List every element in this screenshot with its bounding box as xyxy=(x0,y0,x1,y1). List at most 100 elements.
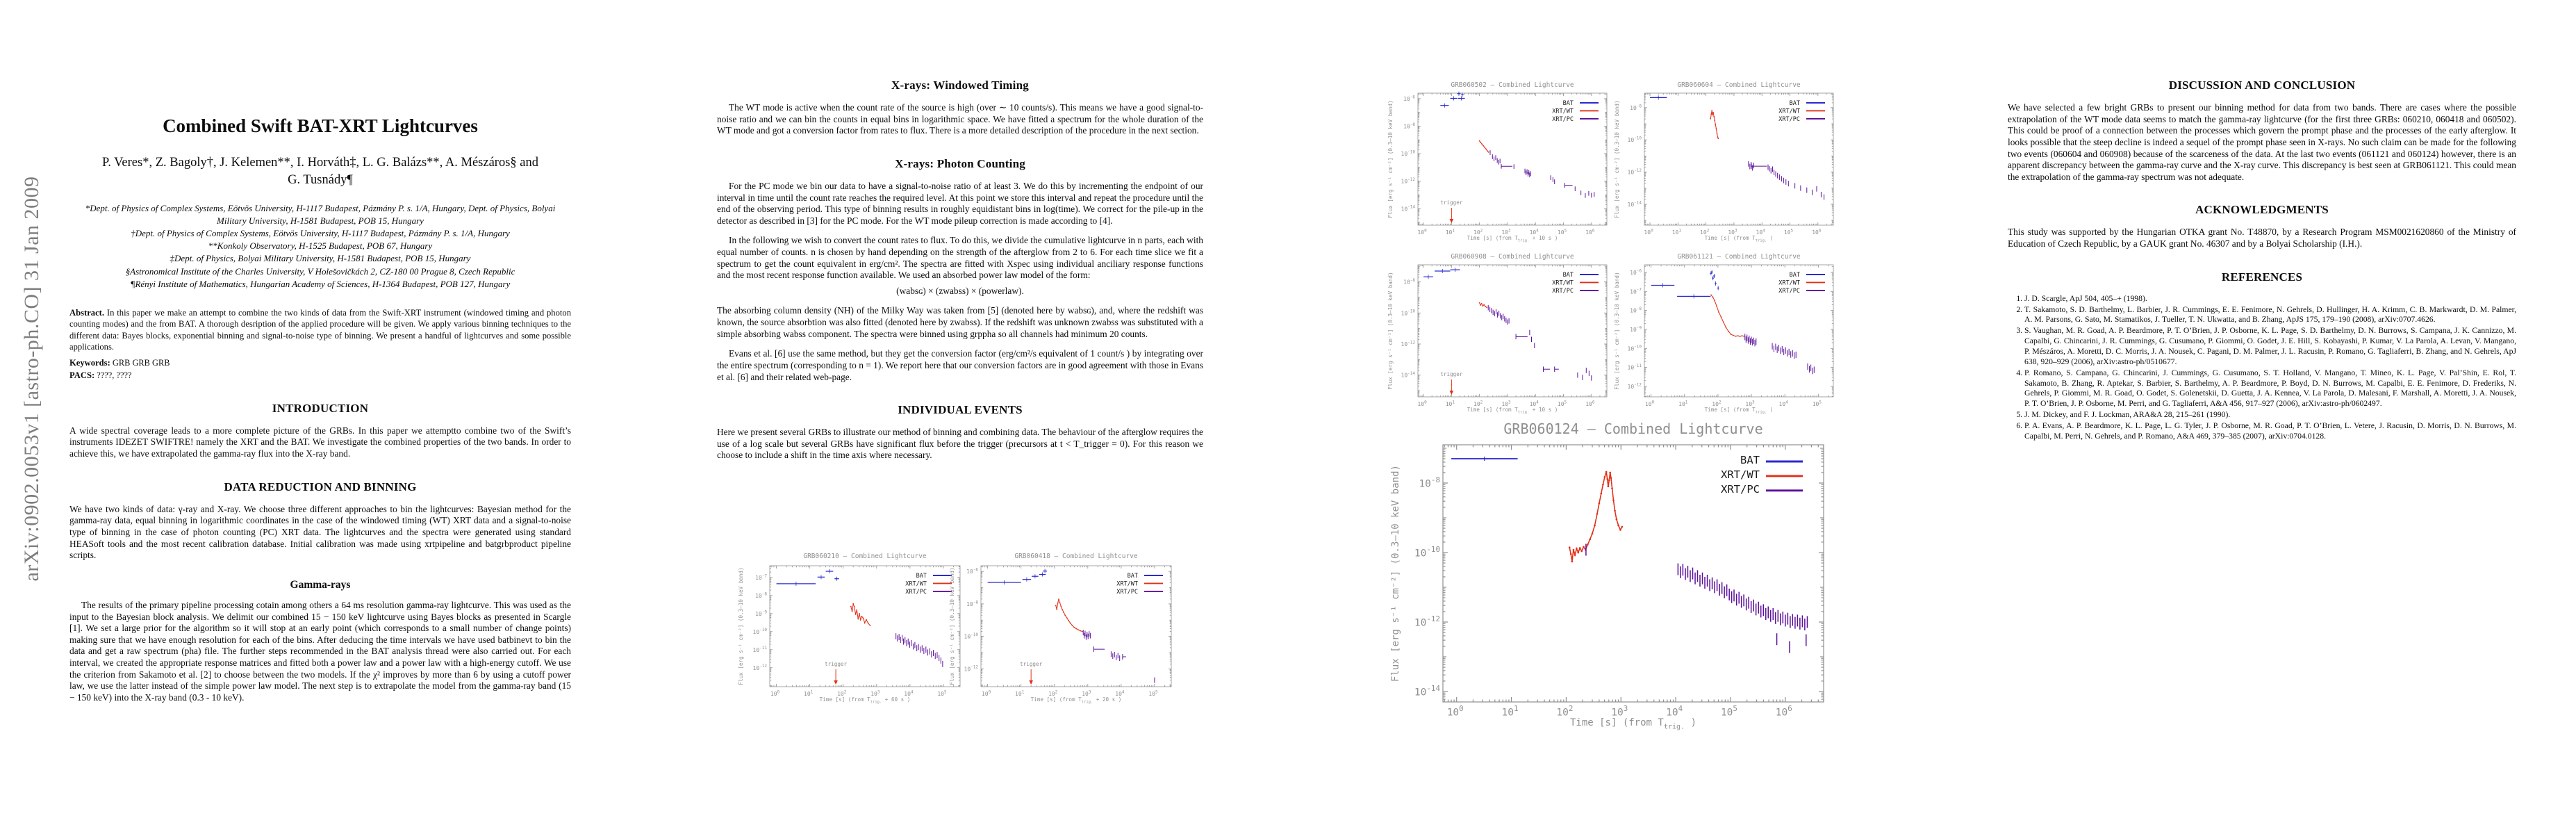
heading-acknowledgments: ACKNOWLEDGMENTS xyxy=(2195,203,2329,217)
svg-text:10-14: 10-14 xyxy=(1414,684,1441,698)
svg-text:104: 104 xyxy=(1666,704,1683,719)
reference-item: P. A. Evans, A. P. Beardmore, K. L. Page… xyxy=(2024,421,2516,442)
abstract: Abstract. In this paper we make an attem… xyxy=(69,307,571,352)
svg-text:XRT/WT: XRT/WT xyxy=(905,580,927,587)
svg-text:Flux [erg s⁻¹ cm⁻²] (0.3–10 ke: Flux [erg s⁻¹ cm⁻²] (0.3–10 keV band) xyxy=(1390,465,1401,682)
svg-text:Flux [erg s⁻¹ cm⁻²] (0.3–10 ke: Flux [erg s⁻¹ cm⁻²] (0.3–10 keV band) xyxy=(1614,272,1620,389)
svg-text:Time [s] (from Ttrig. + 60 s: Time [s] (from Ttrig. + 60 s ) xyxy=(820,696,911,704)
keywords-value: GRB GRB GRB xyxy=(112,358,170,368)
svg-text:10-12: 10-12 xyxy=(1628,382,1642,390)
paragraph-acknowledgments: This study was supported by the Hungaria… xyxy=(2008,227,2516,250)
svg-text:GRB060908 – Combined Lightcurv: GRB060908 – Combined Lightcurve xyxy=(1451,253,1574,261)
svg-text:103: 103 xyxy=(1745,400,1755,407)
svg-text:10-10: 10-10 xyxy=(1628,136,1642,144)
svg-text:102: 102 xyxy=(1048,689,1058,697)
svg-text:GRB060210 – Combined Lightcurv: GRB060210 – Combined Lightcurve xyxy=(803,553,927,560)
svg-text:10-11: 10-11 xyxy=(1628,363,1642,371)
svg-text:trigger: trigger xyxy=(1020,661,1042,667)
column-title-intro: Combined Swift BAT-XRT Lightcurves P. Ve… xyxy=(69,115,571,712)
affiliation: ¶Rényi Institute of Mathematics, Hungari… xyxy=(130,278,511,289)
svg-text:XRT/WT: XRT/WT xyxy=(1778,108,1800,115)
svg-text:103: 103 xyxy=(1611,704,1628,719)
svg-text:104: 104 xyxy=(1115,689,1125,697)
svg-text:10-10: 10-10 xyxy=(753,628,768,635)
svg-text:101: 101 xyxy=(1502,704,1519,719)
svg-text:10-12: 10-12 xyxy=(753,664,768,671)
svg-text:10-12: 10-12 xyxy=(1414,614,1440,629)
abstract-text: In this paper we make an attempt to comb… xyxy=(69,307,571,352)
svg-text:10-6: 10-6 xyxy=(966,568,978,575)
svg-text:10-10: 10-10 xyxy=(1414,545,1440,559)
keywords-label: Keywords: xyxy=(69,358,110,368)
reference-item: J. M. Dickey, and F. J. Lockman, ARA&A 2… xyxy=(2024,410,2516,420)
column-xray-methods: X-rays: Windowed Timing The WT mode is a… xyxy=(717,78,1203,470)
paragraph-conversion-2: The absorbing column density (NH) of the… xyxy=(717,305,1203,339)
svg-text:Flux [erg s⁻¹ cm⁻²] (0.3–10 ke: Flux [erg s⁻¹ cm⁻²] (0.3–10 keV band) xyxy=(1387,100,1394,218)
svg-text:10-10: 10-10 xyxy=(1401,150,1416,158)
chart-grb060502: 100 101 102 103 104 105 106 10-14 10-12 10-10 10-8… xyxy=(1386,70,1626,248)
svg-text:100: 100 xyxy=(1447,704,1464,719)
reference-item: P. Romano, S. Campana, G. Chincarini, J.… xyxy=(2024,368,2516,409)
svg-text:GRB060418 – Combined Lightcurv: GRB060418 – Combined Lightcurve xyxy=(1014,553,1138,560)
svg-text:106: 106 xyxy=(1585,400,1595,407)
svg-text:BAT: BAT xyxy=(1790,100,1800,107)
svg-text:100: 100 xyxy=(1645,400,1655,407)
affiliation: §Astronomical Institute of the Charles U… xyxy=(125,265,515,277)
svg-text:10-10: 10-10 xyxy=(1628,345,1642,352)
svg-text:10-14: 10-14 xyxy=(1628,200,1642,208)
svg-text:101: 101 xyxy=(1672,228,1682,236)
paper-title: Combined Swift BAT-XRT Lightcurves xyxy=(163,115,478,136)
svg-text:103: 103 xyxy=(1082,689,1091,697)
svg-text:100: 100 xyxy=(770,689,780,697)
svg-text:104: 104 xyxy=(1779,400,1789,407)
svg-text:103: 103 xyxy=(1501,400,1511,407)
svg-text:10-12: 10-12 xyxy=(1628,168,1642,176)
svg-text:100: 100 xyxy=(1417,228,1427,236)
pacs-line: PACS: ????, ???? xyxy=(69,370,571,382)
heading-xrays-wt: X-rays: Windowed Timing xyxy=(891,79,1029,92)
svg-text:10-9: 10-9 xyxy=(755,610,767,617)
svg-text:102: 102 xyxy=(1473,400,1483,407)
reference-item: S. Vaughan, M. R. Goad, A. P. Beardmore,… xyxy=(2024,326,2516,367)
affiliation: ‡Dept. of Physics, Bolyai Military Unive… xyxy=(170,253,471,264)
svg-text:106: 106 xyxy=(1776,704,1792,719)
svg-text:105: 105 xyxy=(1813,400,1822,407)
paragraph-gamma-rays: The results of the primary pipeline proc… xyxy=(69,600,571,703)
svg-text:XRT/PC: XRT/PC xyxy=(1552,116,1574,123)
svg-text:Flux [erg s⁻¹ cm⁻²] (0.3–10 ke: Flux [erg s⁻¹ cm⁻²] (0.3–10 keV band) xyxy=(738,567,744,685)
svg-text:104: 104 xyxy=(1530,228,1539,236)
svg-text:XRT/WT: XRT/WT xyxy=(1778,279,1800,286)
heading-discussion: DISCUSSION AND CONCLUSION xyxy=(2168,79,2356,92)
svg-text:10-8: 10-8 xyxy=(1630,306,1642,314)
svg-text:Flux [erg s⁻¹ cm⁻²] (0.3–10 ke: Flux [erg s⁻¹ cm⁻²] (0.3–10 keV band) xyxy=(1387,272,1394,389)
svg-text:Time [s] (from Ttrig. ): Time [s] (from Ttrig. ) xyxy=(1705,407,1774,414)
arxiv-watermark: arXiv:0902.0053v1 [astro-ph.CO] 31 Jan 2… xyxy=(20,176,43,582)
paragraph-discussion: We have selected a few bright GRBs to pr… xyxy=(2008,102,2516,182)
chart-grb060210: 100 101 102 103 104 105 10-12 10-11 10-10 10-9 10-… xyxy=(736,549,968,728)
svg-text:101: 101 xyxy=(1446,400,1455,407)
svg-text:XRT/WT: XRT/WT xyxy=(1552,108,1574,115)
svg-text:10-11: 10-11 xyxy=(753,646,768,653)
svg-text:10-14: 10-14 xyxy=(1401,205,1416,213)
absorbed-powerlaw-formula: (wabsɢ) × (zwabsѕ) × (powerlaw). xyxy=(896,285,1024,296)
paragraph-introduction: A wide spectral coverage leads to a more… xyxy=(69,425,571,459)
svg-text:BAT: BAT xyxy=(916,573,927,580)
reference-list: J. D. Scargle, ApJ 504, 405–+ (1998). T.… xyxy=(2008,294,2516,442)
svg-text:103: 103 xyxy=(870,689,880,697)
svg-text:Flux [erg s⁻¹ cm⁻²] (0.3–10 ke: Flux [erg s⁻¹ cm⁻²] (0.3–10 keV band) xyxy=(949,567,955,685)
paragraph-conversion-1: In the following we wish to convert the … xyxy=(717,235,1203,281)
svg-text:101: 101 xyxy=(1678,400,1688,407)
svg-text:104: 104 xyxy=(904,689,914,697)
paragraph-xrays-wt: The WT mode is active when the count rat… xyxy=(717,102,1203,136)
svg-text:XRT/PC: XRT/PC xyxy=(1116,589,1138,596)
reference-item: J. D. Scargle, ApJ 504, 405–+ (1998). xyxy=(2024,294,2516,304)
svg-text:10-8: 10-8 xyxy=(966,600,978,607)
heading-individual-events: INDIVIDUAL EVENTS xyxy=(898,403,1023,417)
svg-text:Time [s] (from Ttrig. ): Time [s] (from Ttrig. ) xyxy=(1570,717,1696,730)
svg-text:10-8: 10-8 xyxy=(1630,104,1642,111)
chart-grb060908: 100 101 102 103 104 105 106 10-14 10-12 10-10 10-8… xyxy=(1386,241,1626,420)
svg-text:10-12: 10-12 xyxy=(1401,177,1416,185)
svg-text:trigger: trigger xyxy=(1440,371,1462,377)
svg-text:102: 102 xyxy=(1473,228,1483,236)
